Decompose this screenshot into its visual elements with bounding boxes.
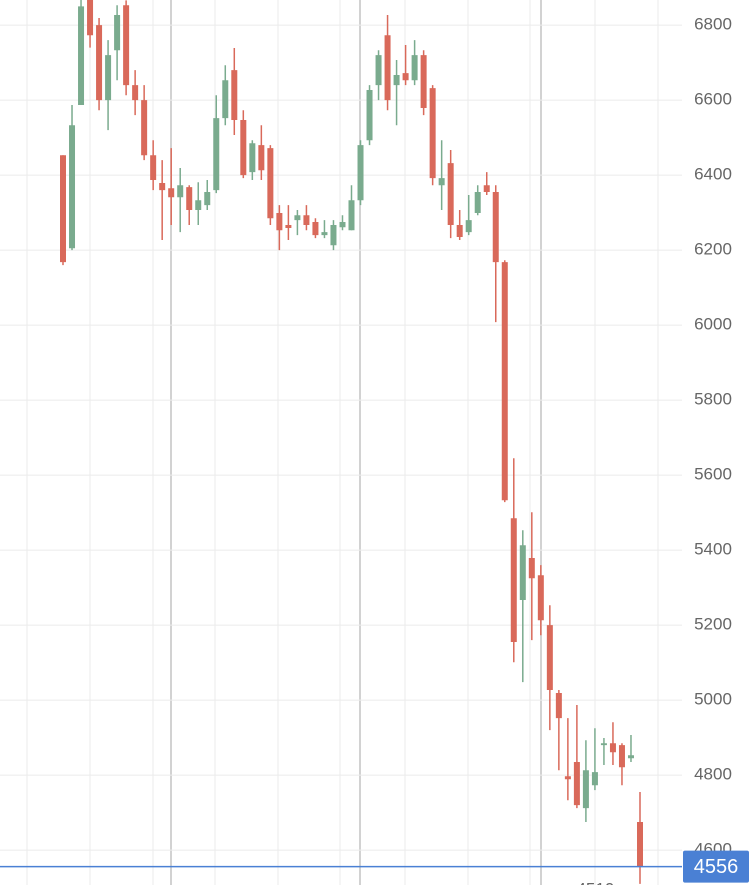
y-tick-label: 5000 [694, 690, 732, 709]
candle-body [96, 25, 103, 101]
candle-body [204, 192, 211, 206]
candle-body [357, 145, 364, 201]
candle-body [240, 120, 247, 176]
candle-body [258, 145, 265, 171]
candle-body [546, 625, 553, 690]
candle-body [384, 35, 391, 101]
candle-body [555, 693, 562, 719]
candle-body [303, 215, 310, 225]
candle-body [492, 192, 499, 263]
candle-body [510, 518, 517, 642]
candle-body [150, 155, 157, 180]
y-tick-label: 5200 [694, 615, 732, 634]
candle-body [294, 215, 301, 221]
candle-body [78, 6, 85, 105]
candle-body [474, 192, 481, 213]
candle-body [537, 575, 544, 621]
candle-body [195, 200, 202, 210]
candle-body [519, 545, 526, 600]
candle-body [528, 558, 535, 579]
y-tick-label: 5400 [694, 540, 732, 559]
candle-body [411, 55, 418, 81]
y-tick-label: 6800 [694, 15, 732, 34]
candle-body [186, 187, 193, 210]
candle-body [447, 163, 454, 225]
candle-body [114, 15, 121, 51]
candle-body [627, 755, 634, 759]
candle-body [222, 80, 229, 119]
candle-body [159, 183, 166, 191]
candle-body [501, 262, 508, 501]
candle-body [213, 118, 220, 191]
candle-body [348, 200, 355, 231]
y-tick-label: 5600 [694, 465, 732, 484]
last-price-label: 4556 [694, 856, 739, 878]
y-tick-label: 6600 [694, 90, 732, 109]
candle-body [87, 0, 94, 36]
candle-body [420, 55, 427, 108]
candle-body [321, 232, 328, 236]
candle-body [456, 225, 463, 237]
candle-body [366, 90, 373, 141]
candle-body [429, 88, 436, 179]
y-tick-label: 6400 [694, 165, 732, 184]
y-tick-label: 4800 [694, 765, 732, 784]
candle-body [618, 745, 625, 768]
candle-body [312, 222, 319, 236]
candle-body [276, 213, 283, 231]
candle-body [375, 55, 382, 86]
candle-body [330, 225, 337, 246]
candle-body [438, 178, 445, 186]
candle-body [60, 155, 66, 263]
candle-body [231, 70, 238, 120]
candle-body [600, 743, 607, 746]
candle-body [105, 55, 112, 101]
low-annotation: 4510 → [576, 879, 636, 885]
candle-body [249, 143, 256, 173]
candle-body [573, 762, 580, 806]
candle-body [132, 85, 139, 101]
candle-body [483, 185, 490, 192]
candle-body [267, 148, 274, 219]
y-tick-label: 6200 [694, 240, 732, 259]
candle-body [141, 100, 148, 156]
candle-body [393, 75, 400, 86]
candle-body [609, 743, 616, 753]
candle-body [69, 125, 76, 249]
candle-body [168, 188, 175, 198]
y-tick-label: 5800 [694, 390, 732, 409]
candle-body [285, 225, 292, 228]
candle-body [339, 222, 346, 228]
candle-body [465, 220, 472, 233]
last-price-box [683, 850, 749, 883]
y-tick-label: 6000 [694, 315, 732, 334]
candle-body [402, 73, 409, 81]
candle-body [123, 5, 130, 86]
candle-body [564, 776, 571, 780]
candle-body [582, 770, 589, 809]
candle-body [177, 185, 184, 198]
candle-body [591, 772, 598, 786]
candle-body [637, 822, 643, 867]
